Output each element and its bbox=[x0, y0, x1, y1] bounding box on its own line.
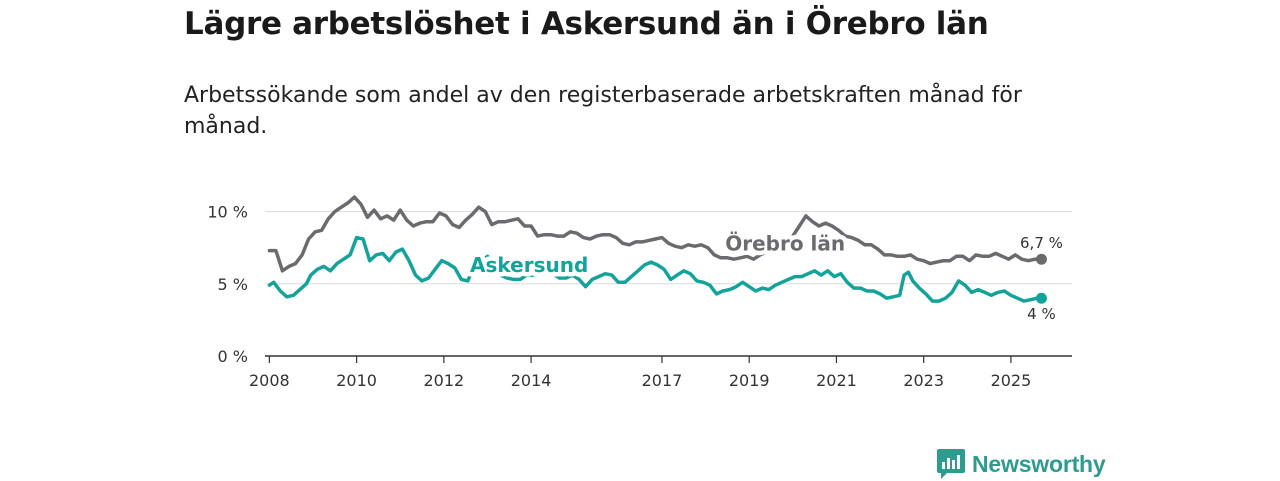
axis-layer: 0 % 5 % 10 % 2008 2010 2012 2014 2017 2019 2021 20… bbox=[207, 203, 1072, 390]
x-tick-label: 2014 bbox=[511, 371, 552, 390]
bar-chart-speech-icon bbox=[937, 449, 965, 479]
y-tick-label: 10 % bbox=[207, 203, 248, 222]
chart-subtitle: Arbetssökande som andel av den registerb… bbox=[184, 83, 1022, 139]
x-tick-label: 2019 bbox=[729, 371, 770, 390]
y-tick-label: 5 % bbox=[218, 275, 248, 294]
x-tick-label: 2008 bbox=[249, 371, 290, 390]
series-label-askersund: Askersund bbox=[470, 253, 588, 277]
brand-name: Newsworthy bbox=[972, 450, 1106, 477]
series-label-orebro-lan-halo: Örebro län bbox=[725, 232, 845, 256]
series-label-orebro-lan: Örebro län bbox=[725, 232, 845, 256]
series-line-orebro-lan bbox=[267, 195, 1044, 273]
y-tick-label: 0 % bbox=[218, 347, 248, 366]
x-tick-label: 2012 bbox=[423, 371, 464, 390]
x-tick-label: 2021 bbox=[816, 371, 857, 390]
series-end-label: 6,7 % bbox=[1020, 234, 1063, 252]
series-label-askersund-halo: Askersund bbox=[470, 253, 588, 277]
x-tick-label: 2017 bbox=[642, 371, 683, 390]
x-tick-label: 2023 bbox=[903, 371, 944, 390]
x-tick-label: 2010 bbox=[336, 371, 377, 390]
x-tick-label: 2025 bbox=[991, 371, 1032, 390]
newsworthy-logo: Newsworthy bbox=[936, 447, 1106, 481]
series-end-label: 4 % bbox=[1027, 305, 1056, 323]
series-end-point bbox=[1035, 292, 1047, 304]
series-end-point bbox=[1035, 253, 1047, 265]
chart-title: Lägre arbetslöshet i Askersund än i Öreb… bbox=[184, 6, 989, 42]
series-layer bbox=[267, 195, 1047, 304]
series-line-askersund bbox=[267, 235, 1044, 303]
